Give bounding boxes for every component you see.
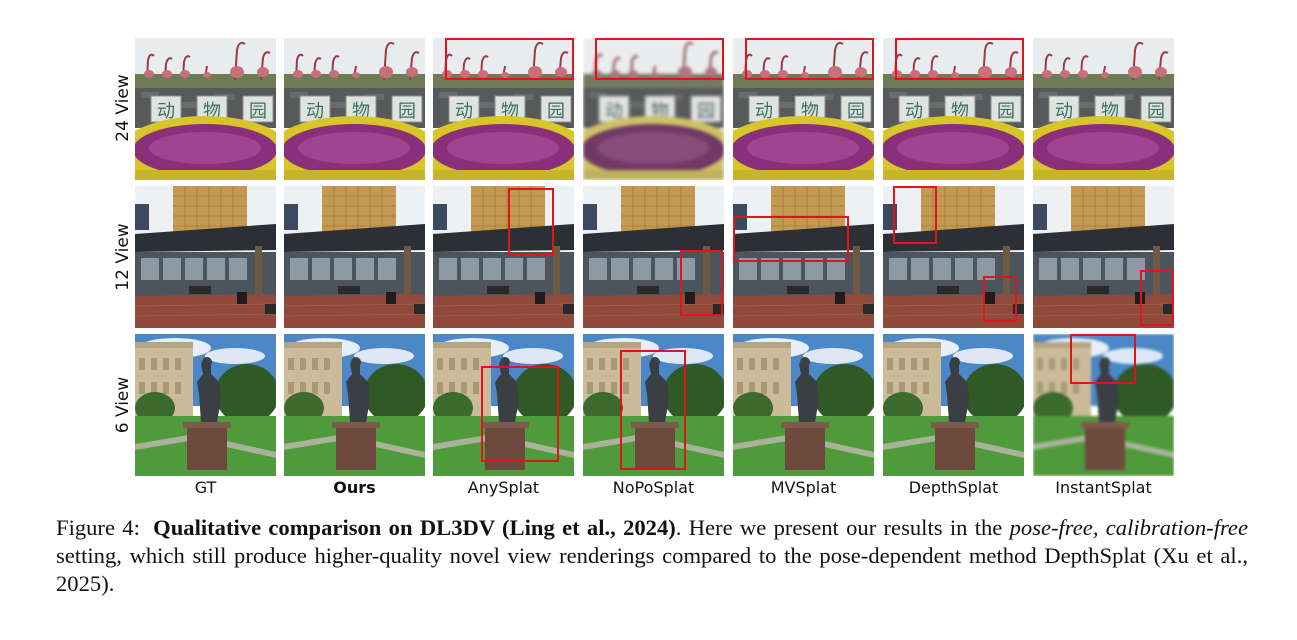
highlight-box [620, 350, 686, 470]
highlight-box [680, 250, 723, 316]
caption-text-1: . Here we present our results in the [675, 515, 1010, 540]
highlight-box [1140, 270, 1174, 326]
highlight-box [481, 366, 559, 462]
image-24view-instantsplat [1033, 38, 1174, 180]
highlight-box [445, 38, 574, 80]
column-label-ours: Ours [333, 478, 376, 497]
highlight-box [895, 38, 1024, 80]
caption-label: Figure 4: [56, 515, 140, 540]
image-24view-ours [284, 38, 425, 180]
image-12view-gt [135, 186, 276, 328]
image-12view-mvsplat [733, 186, 874, 328]
image-24view-noposplat [583, 38, 724, 180]
image-12view-instantsplat [1033, 186, 1174, 328]
image-6view-gt [135, 334, 276, 476]
image-12view-noposplat [583, 186, 724, 328]
column-label-mvsplat: MVSplat [770, 478, 837, 497]
figure-grid: 24 View 12 View 6 View GT Ours AnySplat … [113, 38, 1174, 497]
image-24view-depthsplat [883, 38, 1024, 180]
caption-emphasis: pose-free, calibration-free [1009, 515, 1248, 540]
image-6view-mvsplat [733, 334, 874, 476]
figure-caption: Figure 4: Qualitative comparison on DL3D… [56, 514, 1248, 598]
highlight-box [595, 38, 724, 80]
image-6view-depthsplat [883, 334, 1024, 476]
image-6view-anysplat [433, 334, 574, 476]
image-12view-anysplat [433, 186, 574, 328]
column-label-noposplat: NoPoSplat [612, 478, 695, 497]
column-label-anysplat: AnySplat [467, 478, 540, 497]
image-6view-ours [284, 334, 425, 476]
caption-title: Qualitative comparison on DL3DV (Ling et… [153, 515, 676, 540]
row-label-24-view: 24 View [113, 74, 133, 142]
image-24view-mvsplat [733, 38, 874, 180]
image-6view-noposplat [583, 334, 724, 476]
column-label-instantsplat: InstantSplat [1055, 478, 1152, 497]
row-label-12-view: 12 View [113, 223, 133, 291]
image-24view-anysplat [433, 38, 574, 180]
highlight-box [1070, 334, 1136, 384]
highlight-box [745, 38, 874, 80]
column-label-gt: GT [194, 478, 217, 497]
image-24view-gt [135, 38, 276, 180]
image-12view-depthsplat [883, 186, 1024, 328]
image-6view-instantsplat [1033, 334, 1174, 476]
highlight-box [508, 188, 554, 255]
caption-text-2: setting, which still produce higher-qual… [56, 543, 1248, 596]
row-label-6-view: 6 View [113, 376, 133, 434]
highlight-box [983, 276, 1017, 322]
image-12view-ours [284, 186, 425, 328]
column-label-depthsplat: DepthSplat [908, 478, 999, 497]
highlight-box [733, 216, 849, 262]
highlight-box [893, 186, 937, 244]
